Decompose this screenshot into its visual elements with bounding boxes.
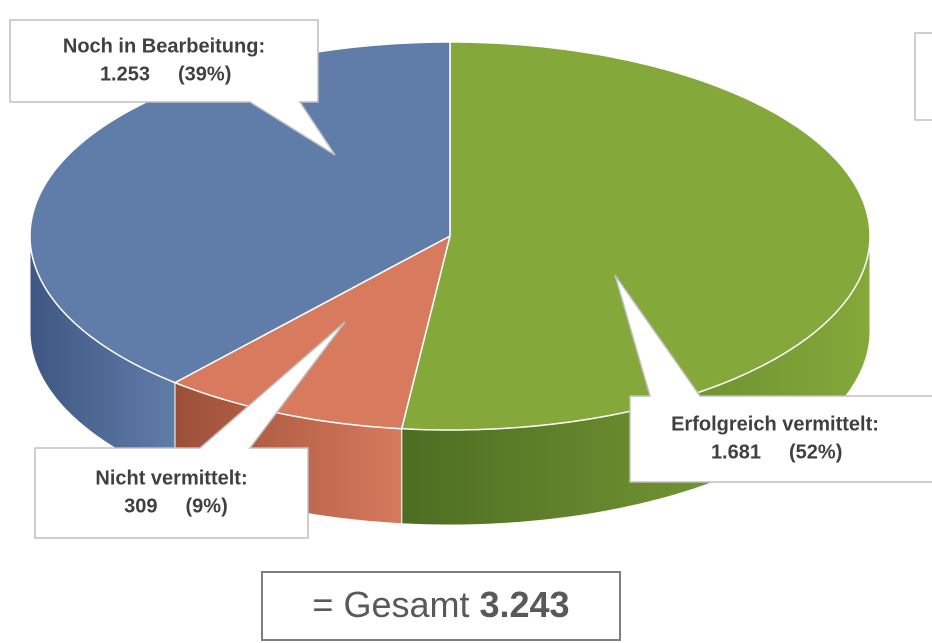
callout-box (34, 321, 346, 539)
category-label: Noch in Bearbeitung: (63, 35, 265, 57)
pie-slice (400, 41, 871, 431)
total-label: = Gesamt (312, 584, 469, 625)
callout-box (9, 19, 336, 156)
legend-box (914, 32, 932, 121)
percent-label: (9%) (186, 495, 228, 517)
pie-tops (29, 41, 871, 431)
percent-label: (52%) (789, 441, 842, 463)
category-label: Erfolgreich vermittelt: (671, 413, 879, 435)
value-label: 1.681 (711, 441, 761, 463)
callout-box (614, 274, 932, 483)
pie-slice (173, 234, 452, 430)
callouts: Erfolgreich vermittelt: 1.681 (52%) Nicht v… (9, 19, 932, 539)
category-label: Nicht vermittelt: (95, 467, 247, 489)
percent-label: (39%) (178, 63, 231, 85)
value-label: 1.253 (100, 63, 150, 85)
value-label: 309 (124, 495, 157, 517)
total-box (261, 571, 621, 641)
total-value: 3.243 (479, 584, 569, 625)
total: = Gesamt 3.243 (312, 584, 569, 625)
